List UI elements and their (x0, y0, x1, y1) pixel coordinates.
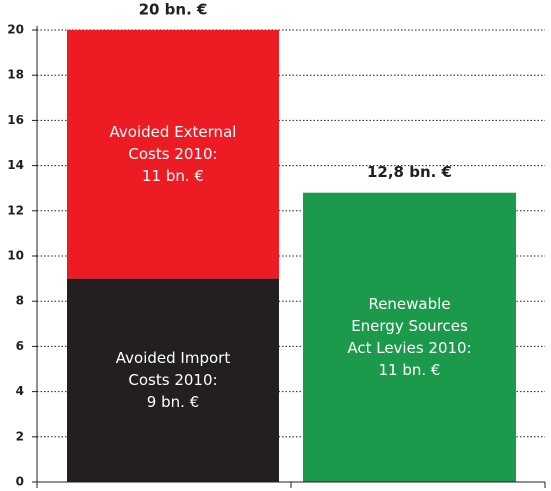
bar-segment (303, 192, 516, 482)
y-tick-label: 14 (7, 158, 24, 172)
y-tick-label: 8 (16, 294, 24, 308)
segment-label: Act Levies 2010: (347, 339, 471, 357)
y-tick-label: 10 (7, 249, 24, 263)
segment-label: 9 bn. € (147, 393, 199, 411)
y-tick-label: 18 (7, 68, 24, 82)
segment-label: Avoided Import (116, 349, 231, 367)
segment-label: Costs 2010: (128, 145, 217, 163)
segment-label: 11 bn. € (142, 167, 204, 185)
segment-label: Renewable (368, 295, 450, 313)
y-tick-label: 6 (16, 339, 24, 353)
y-tick-label: 2 (16, 429, 24, 443)
y-tick-label: 4 (16, 384, 24, 398)
total-label: 12,8 bn. € (367, 163, 452, 181)
bar-segment (67, 30, 279, 279)
bar-segment (67, 278, 279, 482)
segment-label: Avoided External (110, 123, 237, 141)
segment-label: 11 bn. € (379, 361, 441, 379)
total-label: 20 bn. € (139, 1, 208, 19)
segment-label: Energy Sources (351, 317, 468, 335)
y-tick-label: 12 (7, 203, 24, 217)
segment-label: Costs 2010: (128, 371, 217, 389)
y-tick-label: 16 (7, 113, 24, 127)
y-tick-label: 20 (7, 23, 24, 37)
y-tick-label: 0 (16, 475, 24, 489)
